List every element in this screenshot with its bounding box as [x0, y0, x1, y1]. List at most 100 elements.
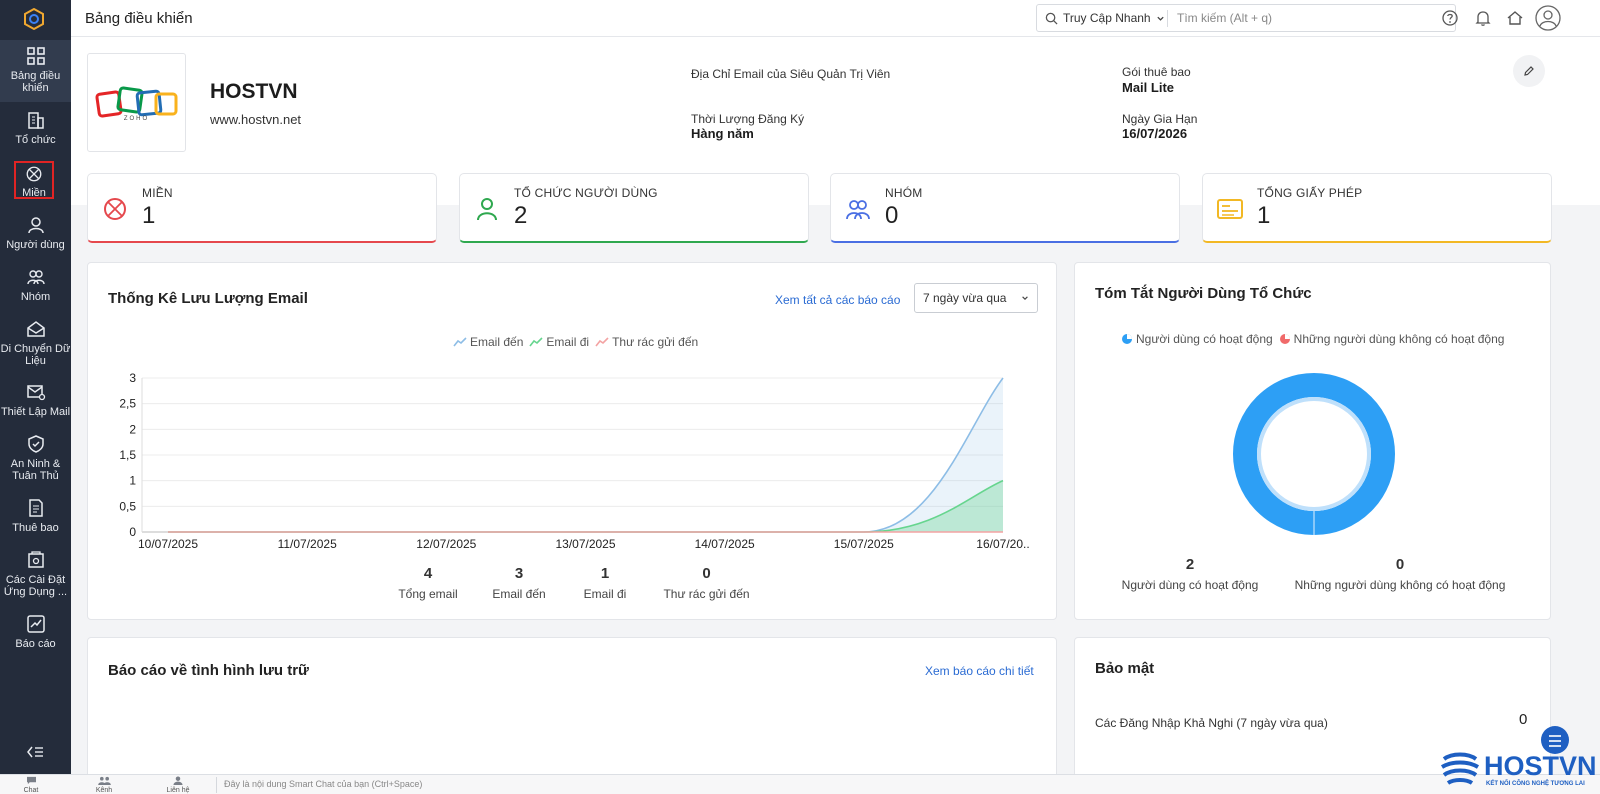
domain-icon — [104, 198, 126, 220]
edit-button[interactable] — [1513, 55, 1545, 87]
active-users-stat: 2 Người dùng có hoạt động — [1115, 556, 1265, 592]
stat-value: 0 — [885, 202, 899, 229]
y-tick-label: 1 — [129, 474, 136, 488]
hostvn-tagline: KẾT NỐI CÔNG NGHỆ TƯƠNG LAI — [1486, 781, 1585, 787]
email-traffic-title: Thống Kê Lưu Lượng Email — [108, 290, 308, 307]
legend-item-spam[interactable]: Thư rác gửi đến — [595, 335, 698, 349]
donut-segment-active[interactable] — [1233, 373, 1395, 535]
chevron-down-icon — [1022, 296, 1028, 300]
app-logo-icon[interactable] — [23, 8, 45, 30]
y-tick-label: 3 — [129, 371, 136, 385]
license-icon — [1217, 199, 1243, 219]
quick-access-dropdown[interactable]: Truy Cập Nhanh — [1045, 11, 1165, 25]
sidebar-item-label: Thiết Lập Mail — [0, 406, 71, 418]
sidebar-item-users[interactable]: Người dùng — [0, 215, 71, 251]
stat-card-groups[interactable]: NHÓM 0 — [830, 173, 1180, 243]
user-summary-title: Tóm Tắt Người Dùng Tổ Chức — [1095, 285, 1312, 302]
bottom-contacts-button[interactable]: Liên hệ — [158, 776, 198, 794]
legend-label: Email đến — [470, 335, 524, 349]
legend-label: Email đi — [546, 335, 590, 349]
sidebar-item-data-migration[interactable]: Di Chuyển Dữ Liệu — [0, 319, 71, 367]
y-tick-label: 0 — [129, 525, 136, 539]
detailed-report-link[interactable]: Xem báo cáo chi tiết — [925, 664, 1034, 678]
sidebar-item-subscription[interactable]: Thuê bao — [0, 498, 71, 534]
admin-email-label: Địa Chỉ Email của Siêu Quản Trị Viên — [691, 67, 891, 81]
top-bar: Bảng điều khiển Truy Cập Nhanh — [71, 0, 1600, 37]
sidebar-item-app-settings[interactable]: Các Cài Đặt Ứng Dụng ... — [0, 550, 71, 598]
sidebar-item-mail-settings[interactable]: Thiết Lập Mail — [0, 382, 71, 418]
legend-item-active[interactable]: Người dùng có hoạt động — [1121, 332, 1273, 346]
summary-value: 3 — [514, 565, 524, 582]
email-traffic-chart: 0 0,5 1 1,5 2 2,5 3 10/07/2025 11/07/2025 12/07/2… — [119, 371, 1029, 551]
dashboard-icon — [26, 47, 45, 65]
stat-card-licenses[interactable]: TỔNG GIẤY PHÉP 1 — [1202, 173, 1552, 243]
hostvn-watermark: HOSTVN KẾT NỐI CÔNG NGHỆ TƯƠNG LAI — [1440, 726, 1600, 794]
x-tick-label: 15/07/2025 — [834, 537, 894, 551]
line-series-icon — [529, 337, 543, 347]
security-panel: Bảo mật Các Đăng Nhập Khả Nghi (7 ngày v… — [1074, 637, 1551, 774]
storage-report-title: Báo cáo về tình hình lưu trữ — [108, 662, 309, 679]
sidebar-item-organization[interactable]: Tổ chức — [0, 110, 71, 146]
stat-value: 2 — [514, 202, 528, 229]
summary-value: 1 — [600, 565, 610, 582]
sidebar-item-dashboard[interactable]: Bảng điều khiển — [0, 40, 71, 102]
stat-label: NHÓM — [885, 186, 923, 200]
sidebar-item-groups[interactable]: Nhóm — [0, 267, 71, 303]
plan-label: Gói thuê bao — [1122, 65, 1191, 79]
security-title: Bảo mật — [1095, 660, 1155, 677]
collapse-sidebar-icon[interactable] — [26, 745, 44, 759]
inactive-users-stat: 0 Những người dùng không có hoạt động — [1290, 556, 1510, 592]
hostvn-logo-icon — [1440, 752, 1480, 785]
stat-card-org-users[interactable]: TỔ CHỨC NGƯỜI DÙNG 2 — [459, 173, 809, 243]
subscription-icon — [28, 499, 43, 517]
stat-card-domains[interactable]: MIỀN 1 — [87, 173, 437, 243]
suspicious-logins-label: Các Đăng Nhập Khả Nghi (7 ngày vừa qua) — [1095, 716, 1328, 730]
search-input[interactable] — [1177, 8, 1447, 28]
sidebar-item-label: Người dùng — [6, 239, 65, 251]
legend-item-inbound[interactable]: Email đến — [453, 335, 523, 349]
help-icon[interactable] — [1441, 9, 1459, 27]
x-tick-label: 11/07/2025 — [278, 537, 337, 551]
main-content: ZOHO HOSTVN www.hostvn.net Địa Chỉ Email… — [71, 37, 1600, 774]
mail-settings-icon — [26, 385, 45, 401]
bottom-channels-button[interactable]: Kênh — [84, 776, 124, 794]
legend-item-inactive[interactable]: Những người dùng không có hoạt động — [1279, 332, 1504, 346]
sidebar-item-reports[interactable]: Báo cáo — [0, 614, 71, 650]
series-area-2 — [168, 480, 1003, 532]
avatar[interactable] — [1535, 5, 1561, 31]
summary-value: 4 — [423, 565, 433, 582]
bell-icon[interactable] — [1474, 9, 1492, 27]
view-all-reports-link[interactable]: Xem tất cả các báo cáo — [775, 293, 901, 307]
quick-access-label: Truy Cập Nhanh — [1063, 11, 1151, 25]
settings-fab-icon[interactable] — [1540, 725, 1570, 755]
legend-item-outbound[interactable]: Email đi — [529, 335, 589, 349]
x-tick-label: 12/07/2025 — [416, 537, 476, 551]
sidebar-item-security-compliance[interactable]: An Ninh & Tuân Thủ — [0, 434, 71, 482]
y-tick-label: 1,5 — [119, 448, 136, 462]
renewal-label: Ngày Gia Hạn — [1122, 112, 1198, 126]
home-icon[interactable] — [1506, 9, 1524, 27]
summary-value: 0 — [1395, 556, 1405, 573]
org-logo: ZOHO — [87, 53, 186, 152]
period-select[interactable]: 7 ngày vừa qua — [914, 283, 1038, 313]
app-settings-icon — [27, 551, 44, 568]
org-website: www.hostvn.net — [210, 112, 302, 127]
pencil-icon — [1524, 66, 1534, 76]
search-divider — [1167, 10, 1168, 27]
donut-inner-ring — [1257, 397, 1371, 511]
summary-value: 0 — [702, 565, 711, 582]
sidebar-item-label: Miền — [22, 187, 46, 199]
sidebar-item-domains[interactable]: Miền — [14, 161, 54, 199]
stat-label: TỔ CHỨC NGƯỜI DÙNG — [514, 186, 658, 200]
total-email-stat: 4 Tổng email — [388, 565, 468, 601]
org-name: HOSTVN — [210, 80, 298, 103]
bottom-chat-button[interactable]: Chat — [11, 776, 51, 794]
chat-icon — [26, 776, 36, 785]
smart-chat-input[interactable]: Đây là nội dung Smart Chat của bạn (Ctrl… — [224, 779, 423, 789]
stat-value: 1 — [1257, 202, 1271, 229]
group-icon — [26, 270, 45, 285]
suspicious-logins-value: 0 — [1519, 711, 1528, 728]
user-donut-chart — [1233, 373, 1395, 535]
duration-label: Thời Lượng Đăng Ký — [691, 112, 805, 126]
renewal-value: 16/07/2026 — [1122, 126, 1188, 141]
